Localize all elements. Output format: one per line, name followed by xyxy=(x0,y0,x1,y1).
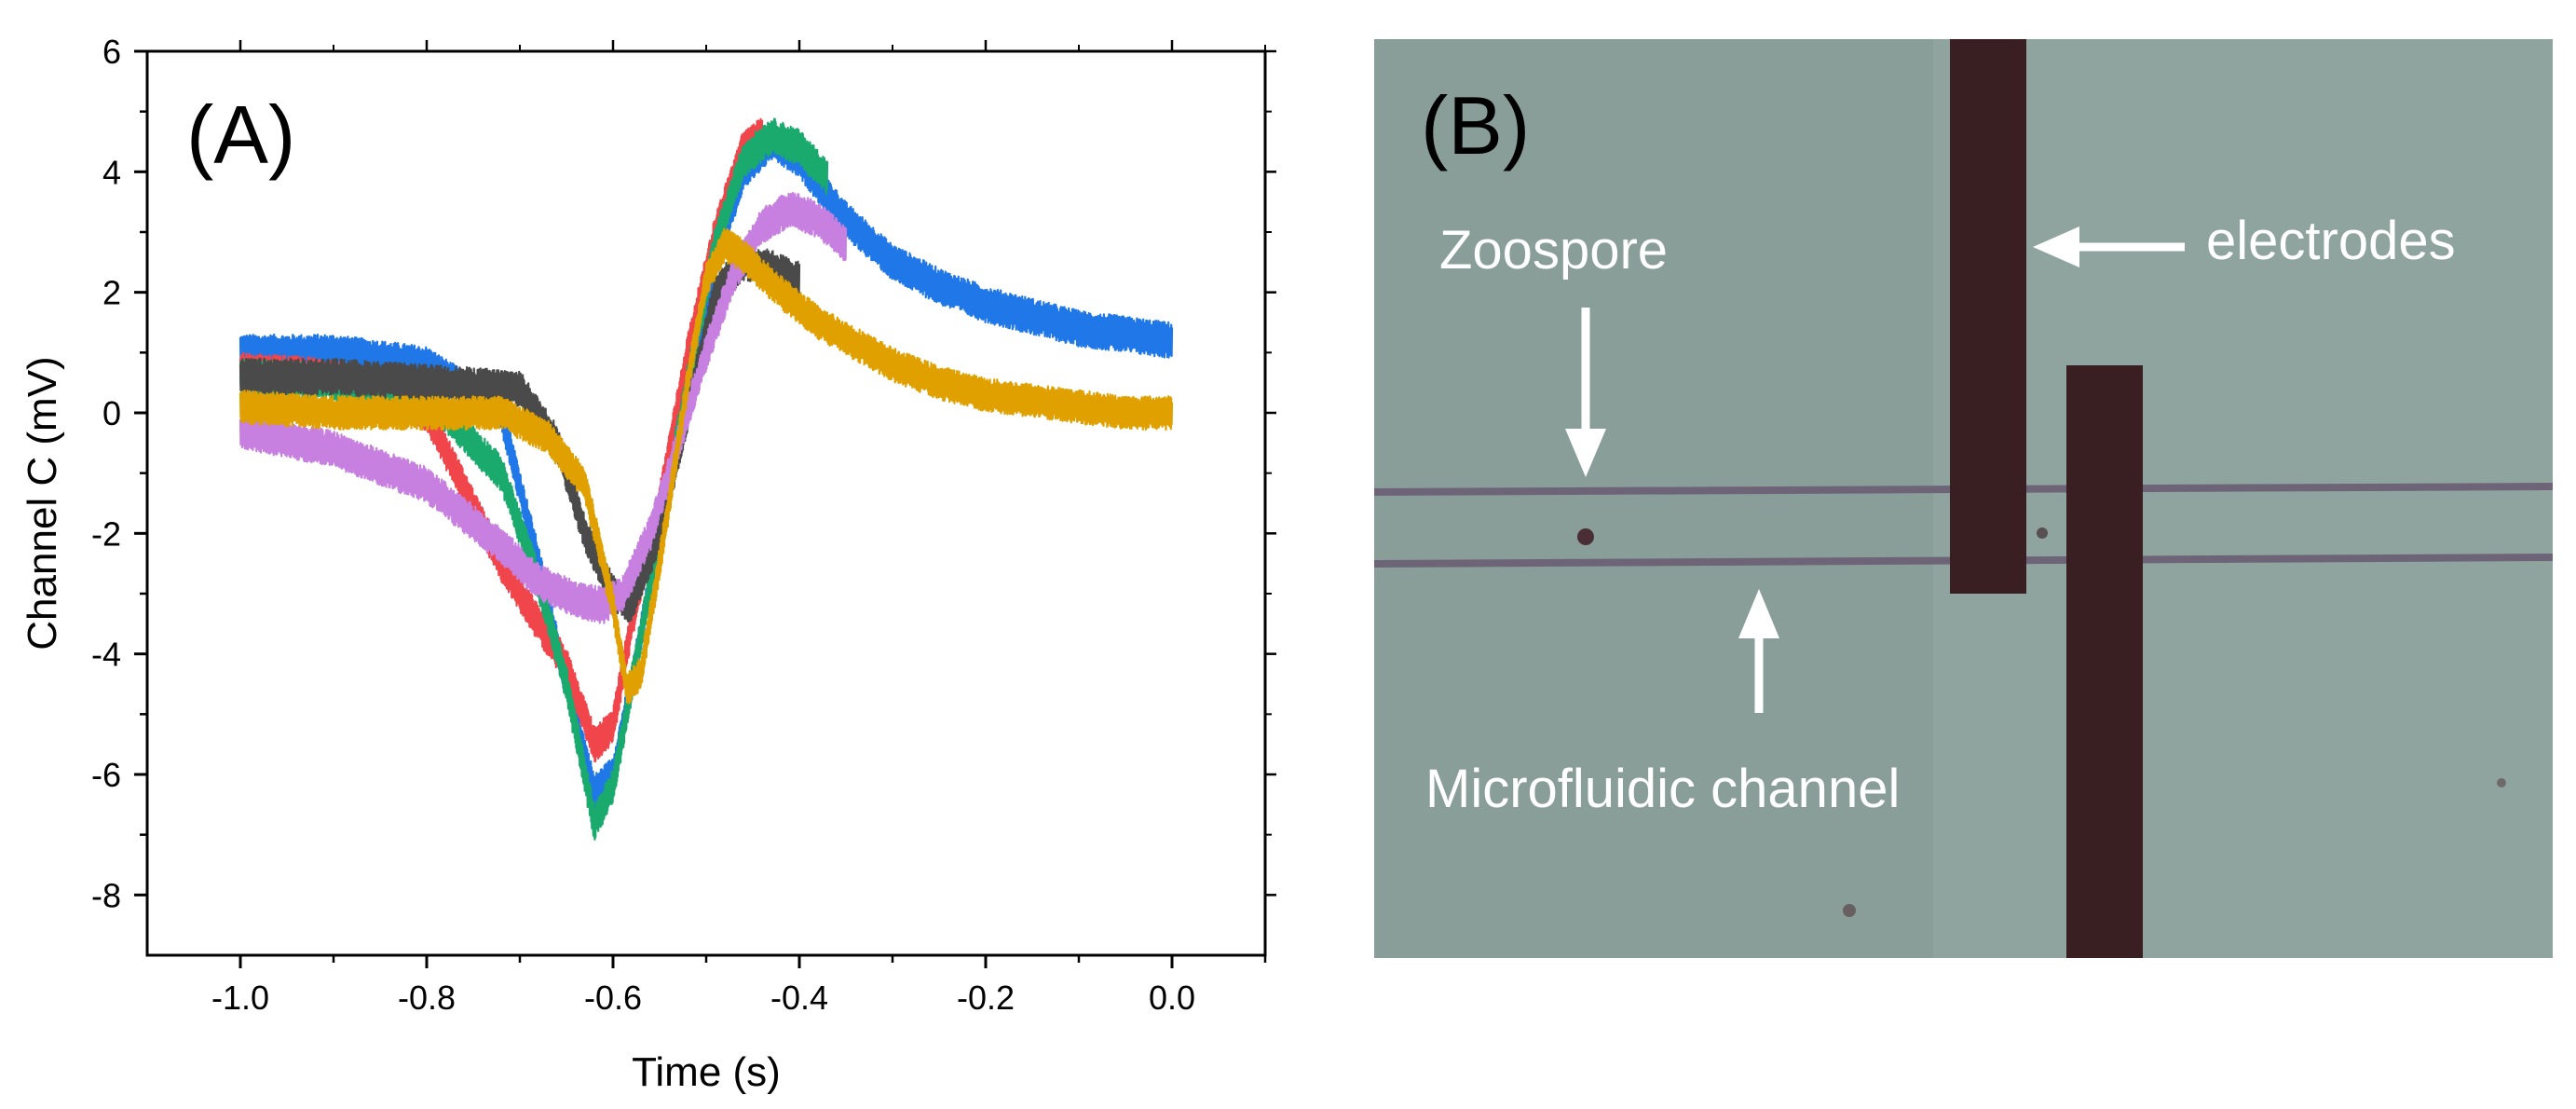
plot-frame xyxy=(145,49,1267,957)
x-tick-label: -0.6 xyxy=(584,979,642,1017)
y-tick-label: 4 xyxy=(102,153,121,191)
series-line-trace-green xyxy=(239,117,829,841)
debris-particle xyxy=(2497,778,2506,787)
chart-panel-label: (A) xyxy=(186,89,295,181)
x-tick-label: -1.0 xyxy=(211,979,269,1017)
electrode-lower xyxy=(2066,365,2143,958)
y-tick-label: -6 xyxy=(91,756,121,794)
x-axis-label: Time (s) xyxy=(632,1049,781,1095)
x-tick-label: -0.4 xyxy=(770,979,828,1017)
series-line-trace-orange xyxy=(239,227,1174,705)
chart-panel: -1.0 -0.8 -0.6 -0.4 -0.2 0.0 -8 -6 -4 -2 0 2 4 6 (A)… xyxy=(20,33,1276,1095)
zoospore-arrow xyxy=(1565,308,1606,477)
y-tick-label: 2 xyxy=(102,274,121,312)
plot-area xyxy=(239,117,1174,841)
electrodes-arrow xyxy=(2033,226,2185,267)
micrograph-vignette xyxy=(1374,39,1933,958)
micrograph-panel: (B) Zoospore electrodes Microfluidic cha… xyxy=(1373,39,2554,958)
y-tick-label: -8 xyxy=(91,876,121,914)
y-tick-label: -4 xyxy=(91,636,121,674)
channel-label: Microfluidic channel xyxy=(1425,759,1900,819)
y-tick-label: -2 xyxy=(91,514,121,553)
y-tick-label: 0 xyxy=(102,394,121,432)
y-axis-label: Channel C (mV) xyxy=(20,356,65,650)
electrodes-label: electrodes xyxy=(2206,211,2456,271)
zoospore-label: Zoospore xyxy=(1439,220,1668,281)
y-axis-ticks: -8 -6 -4 -2 0 2 4 6 xyxy=(91,33,1276,914)
channel-arrow xyxy=(1738,589,1779,713)
electrode-upper xyxy=(1950,39,2026,594)
debris-particle xyxy=(1843,904,1856,917)
y-tick-label: 6 xyxy=(102,33,121,71)
zoospore-cell xyxy=(1577,528,1594,545)
x-tick-label: 0.0 xyxy=(1149,979,1195,1017)
x-tick-label: -0.2 xyxy=(957,979,1015,1017)
series-line-trace-black xyxy=(239,244,801,623)
micrograph-panel-label: (B) xyxy=(1421,79,1530,171)
x-tick-label: -0.8 xyxy=(398,979,456,1017)
x-axis-ticks: -1.0 -0.8 -0.6 -0.4 -0.2 0.0 xyxy=(211,40,1267,1017)
debris-particle xyxy=(2037,527,2048,539)
